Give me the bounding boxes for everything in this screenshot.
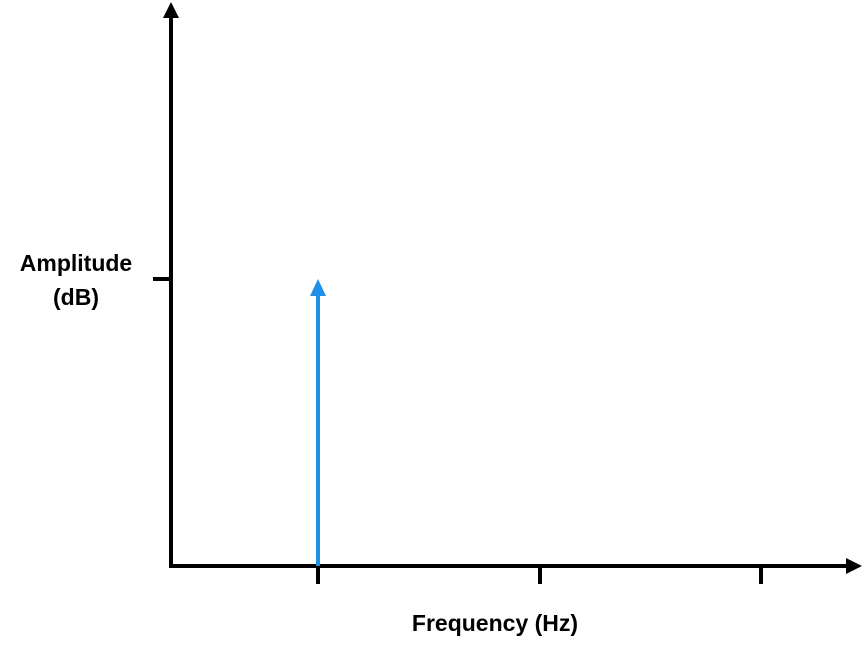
signal-impulses <box>310 279 326 566</box>
axis-ticks <box>153 277 763 584</box>
axes <box>163 2 862 574</box>
y-axis-label-line-2: (dB) <box>53 284 99 310</box>
impulse-arrowhead-1 <box>310 279 326 296</box>
x-axis-label: Frequency (Hz) <box>411 610 579 636</box>
y-axis-label: Amplitude (dB) <box>8 246 144 314</box>
x-axis-arrowhead <box>846 558 862 574</box>
y-axis-label-line-1: Amplitude <box>19 250 133 276</box>
y-axis-arrowhead <box>163 2 179 18</box>
